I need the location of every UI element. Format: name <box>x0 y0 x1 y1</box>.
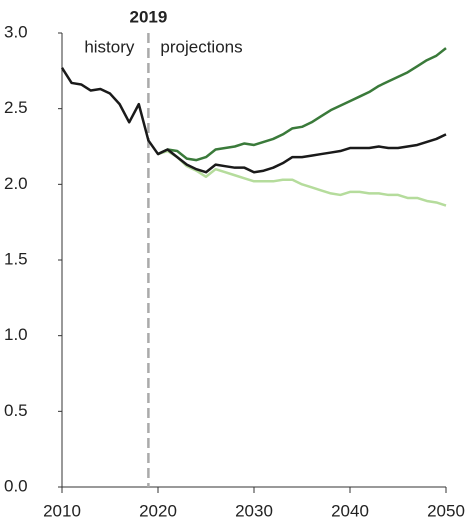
y-tick-label: 2.5 <box>4 98 28 117</box>
y-tick-label: 3.0 <box>4 22 28 41</box>
x-tick-label: 2040 <box>331 501 369 520</box>
series-line <box>157 149 447 207</box>
series-line <box>60 67 447 174</box>
projections-label: projections <box>160 37 242 56</box>
x-tick-label: 2010 <box>43 501 81 520</box>
y-tick-label: 1.0 <box>4 325 28 344</box>
y-tick-label: 0.0 <box>4 476 28 495</box>
y-tick-label: 1.5 <box>4 249 28 268</box>
x-tick-label: 2020 <box>139 501 177 520</box>
history-label: history <box>84 37 135 56</box>
y-tick-label: 0.5 <box>4 401 28 420</box>
x-tick-label: 2030 <box>235 501 273 520</box>
divider-label: 2019 <box>129 7 167 26</box>
y-tick-label: 2.0 <box>4 174 28 193</box>
x-tick-label: 2050 <box>427 501 465 520</box>
series-line <box>157 47 447 162</box>
